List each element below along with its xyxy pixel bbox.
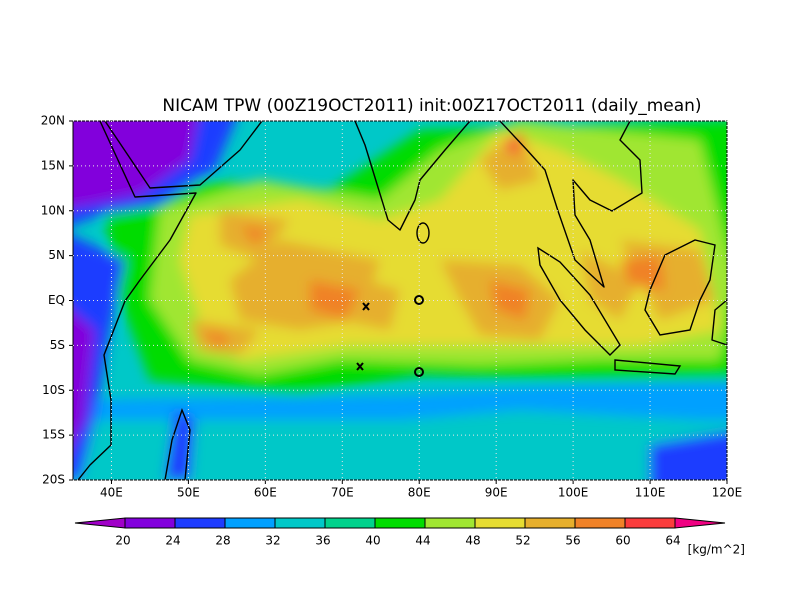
x-tick-label: 80E [408,486,431,500]
colorbar-label: 24 [165,534,180,548]
x-tick-label: 40E [100,486,123,500]
colorbar-label: 48 [465,534,480,548]
y-tick-label: 10N [41,203,65,217]
y-tick-label: 20S [42,473,65,487]
colorbar-unit: [kg/m^2] [688,543,745,557]
storm-markers [356,295,424,377]
y-tick-label: 5N [48,248,65,262]
field-shapes [73,121,727,480]
coastlines [77,121,727,480]
colorbar-label: 52 [515,534,530,548]
colorbar-label: 32 [265,534,280,548]
x-marker [362,302,370,311]
colorbar-label: 60 [615,534,630,548]
colorbar-box [274,517,326,529]
colorbar-triangle [674,517,726,529]
coastline [499,121,643,288]
coastline [104,121,263,189]
coastline [537,246,621,356]
colorbar-box [574,517,626,529]
field-dry [73,236,125,480]
field-peak [200,135,665,350]
colorbar-label: 64 [665,534,680,548]
colorbar-label: 56 [565,534,580,548]
colorbar-label: 44 [415,534,430,548]
y-tick-label: 5S [50,338,65,352]
y-tick-label: 10S [42,383,65,397]
field-low [73,410,727,480]
coastline [416,222,430,244]
x-tick-label: 110E [635,486,666,500]
coastline [354,121,471,231]
field-dry [165,410,195,480]
coastline [644,239,716,336]
x-tick-label: 70E [331,486,354,500]
x-tick-label: 50E [177,486,200,500]
x-marker [356,362,364,371]
x-tick-label: 120E [712,486,743,500]
y-tick-label: 20N [41,114,65,128]
x-tick-label: 60E [254,486,277,500]
y-tick-label: 15N [41,158,65,172]
colorbar-box [124,517,176,529]
colorbar-box [524,517,576,529]
x-tick-label: 90E [485,486,508,500]
colorbar-box [224,517,276,529]
colorbar-box [624,517,676,529]
chart-title: NICAM TPW (00Z19OCT2011) init:00Z17OCT20… [162,96,701,116]
colorbar-triangle [74,517,126,529]
colorbar-box [374,517,426,529]
coastline [711,299,727,346]
field-dry [650,432,727,480]
field-dry [73,121,198,208]
coastline [614,359,682,375]
y-tick-label: EQ [48,293,65,307]
field-peak [505,138,518,158]
x-tick-label: 100E [558,486,589,500]
colorbar-box [174,517,226,529]
colorbar-box [424,517,476,529]
y-tick-label: 15S [42,428,65,442]
tpw-field [73,121,727,480]
colorbar-label: 36 [315,534,330,548]
colorbar-box [324,517,376,529]
colorbar-box [474,517,526,529]
o-marker [414,367,424,377]
field-dry [73,311,95,444]
colorbar-label: 28 [215,534,230,548]
colorbar-label: 40 [365,534,380,548]
o-marker [414,295,424,305]
colorbar-label: 20 [115,534,130,548]
